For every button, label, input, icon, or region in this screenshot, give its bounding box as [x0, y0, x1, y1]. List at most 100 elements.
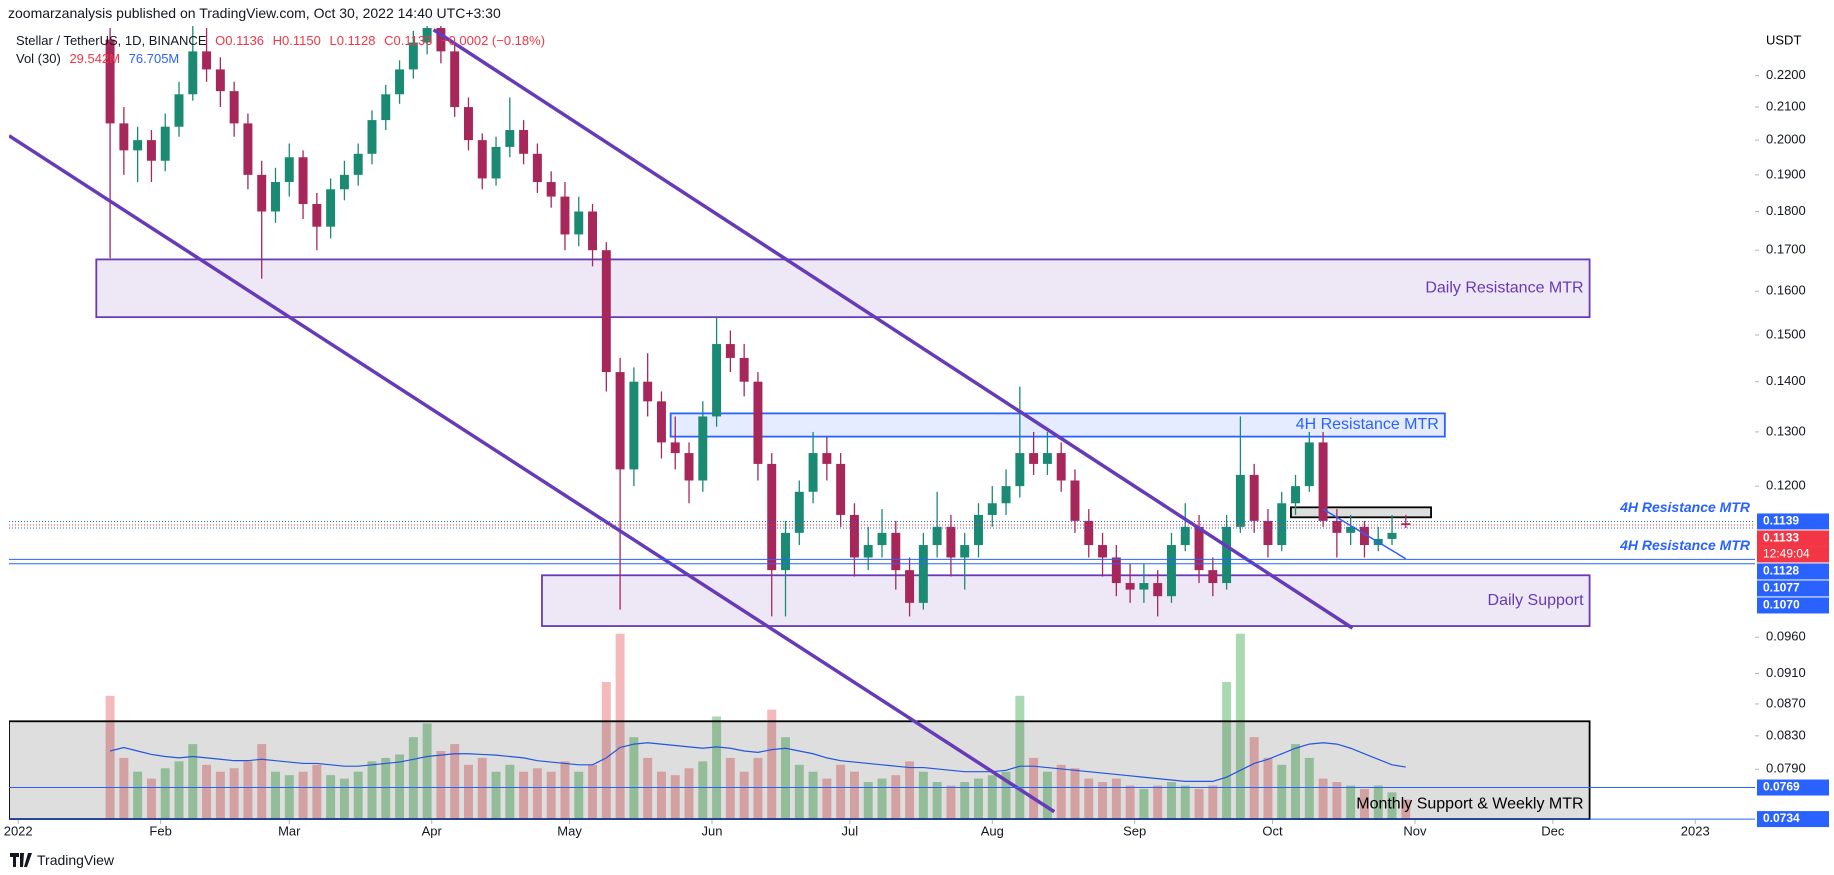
candle-body: [1125, 583, 1135, 590]
volume-bar: [725, 757, 735, 820]
candle-body: [408, 42, 418, 70]
volume-bar: [339, 778, 349, 820]
x-tick-label: Apr: [422, 823, 443, 838]
volume-bar: [643, 757, 653, 820]
volume-bar: [1070, 768, 1080, 820]
legend: Stellar / TetherUS, 1D, BINANCE O0.1136 …: [16, 32, 550, 68]
footer: TradingView: [10, 852, 114, 868]
y-tick-label: 0.2100: [1766, 99, 1806, 114]
candle-body: [601, 250, 611, 373]
candle-body: [1235, 474, 1245, 527]
volume-value: 29.542M: [69, 51, 121, 66]
candle-body: [1277, 503, 1287, 546]
price-label-box: [1757, 530, 1829, 547]
candle-body: [629, 381, 639, 470]
volume-bar: [767, 709, 777, 820]
price-label-box: [1757, 580, 1829, 597]
candle-body: [1111, 557, 1121, 584]
volume-bar: [257, 744, 267, 820]
candle-body: [615, 372, 625, 470]
candle-body: [960, 545, 970, 558]
volume-bar: [794, 764, 804, 820]
candle-body: [781, 532, 790, 571]
volume-bar: [822, 778, 832, 820]
candle-body: [643, 381, 653, 402]
brand-name: TradingView: [37, 852, 115, 868]
price-label: 0.1139: [1763, 514, 1799, 528]
volume-bar: [105, 695, 115, 820]
zone-label: Monthly Support & Weekly MTR: [1356, 795, 1583, 812]
price-label: 0.1128: [1763, 564, 1799, 578]
candle-body: [1015, 453, 1025, 487]
volume-bar: [1180, 785, 1190, 820]
volume-bar: [1346, 785, 1356, 820]
volume-bar: [1318, 778, 1328, 820]
volume-bar: [532, 768, 542, 820]
volume-bar: [574, 771, 584, 820]
volume-bar: [863, 782, 873, 820]
candle-body: [284, 157, 294, 183]
volume-bar: [836, 764, 846, 820]
x-tick-label: Sep: [1123, 823, 1146, 838]
volume-label: Vol (30): [16, 51, 61, 66]
volume-bar: [781, 737, 790, 820]
symbol-title: Stellar / TetherUS, 1D, BINANCE: [16, 33, 207, 48]
volume-bar: [436, 751, 446, 820]
candle-body: [450, 51, 460, 108]
volume-bar: [753, 757, 763, 820]
x-tick-label: Nov: [1403, 823, 1427, 838]
y-tick-label: 0.1800: [1766, 203, 1806, 218]
volume-bar: [1249, 737, 1259, 820]
volume-bar: [367, 761, 377, 820]
price-label: 0.1070: [1763, 598, 1800, 612]
plot-area: Daily Resistance MTR 4H Resistance MTR Dai…: [9, 26, 1755, 820]
candle-body: [1139, 583, 1149, 590]
volume-bar: [160, 768, 170, 820]
candle-body: [1098, 545, 1108, 558]
y-tick-label: 0.2000: [1766, 132, 1806, 147]
candle-body: [1180, 526, 1190, 546]
volume-bar: [629, 737, 639, 820]
volume-bar: [298, 771, 308, 820]
candle-body: [381, 94, 391, 121]
candle-body: [836, 463, 846, 515]
candle-body: [560, 196, 570, 235]
candle-body: [918, 545, 928, 603]
x-tick-label: Dec: [1541, 823, 1565, 838]
volume-bar: [202, 764, 212, 820]
volume-bar: [146, 778, 156, 820]
candle-body: [1042, 453, 1052, 464]
volume-ma-value: 76.705M: [128, 51, 180, 66]
volume-bar: [1304, 757, 1314, 820]
candle-body: [395, 69, 405, 95]
x-tick-label: Oct: [1262, 823, 1283, 838]
volume-bar: [1263, 757, 1273, 820]
price-label-box: [1757, 779, 1829, 796]
volume-bar: [849, 771, 859, 820]
candle-body: [574, 211, 584, 235]
y-tick-label: 0.1600: [1766, 283, 1806, 298]
axes: 0.2200 0.2100 0.2000 0.1900 0.1800 0.1700 0.16…: [4, 67, 1829, 838]
candle-body: [174, 94, 184, 127]
volume-bar: [670, 775, 680, 820]
candle-body: [946, 526, 956, 558]
candle-body: [491, 146, 501, 179]
candle-body: [532, 153, 542, 183]
candle-body: [229, 91, 239, 124]
candle-body: [1249, 474, 1259, 521]
price-label: 0.0734: [1763, 811, 1800, 825]
candle-body: [1001, 486, 1011, 504]
volume-bar: [1139, 788, 1149, 820]
symbol-legend: Stellar / TetherUS, 1D, BINANCE O0.1136 …: [16, 32, 550, 50]
volume-bar: [243, 761, 253, 820]
price-label: 0.1077: [1763, 581, 1800, 595]
candle-body: [1291, 486, 1301, 504]
countdown-box: [1757, 546, 1829, 563]
volume-bar: [353, 771, 363, 820]
candle-body: [684, 453, 694, 481]
volume-bar: [656, 771, 666, 820]
candle-body: [1346, 526, 1356, 533]
y-tick-label: 0.2200: [1766, 67, 1806, 82]
candle-body: [477, 140, 487, 179]
volume-bar: [1098, 782, 1108, 820]
